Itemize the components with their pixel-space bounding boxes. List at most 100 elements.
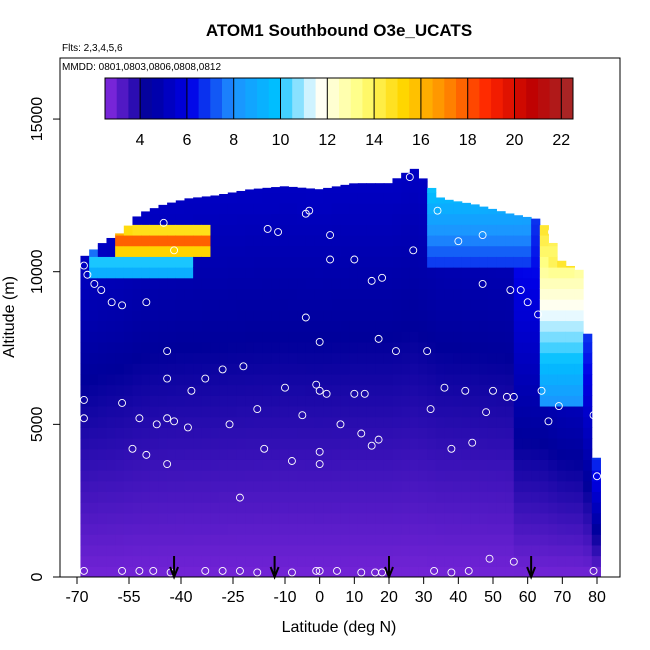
colorbar-segment — [526, 78, 539, 119]
curtain-cell — [453, 544, 463, 557]
curtain-cell — [461, 320, 471, 332]
curtain-cell — [479, 213, 489, 225]
curtain-cell — [323, 523, 333, 535]
curtain-cell — [271, 245, 281, 257]
sample-point — [163, 347, 172, 356]
curtain-cell — [89, 341, 99, 354]
curtain-cell — [262, 203, 272, 215]
curtain-cell — [219, 523, 229, 535]
curtain-cell — [149, 299, 159, 311]
curtain-cell — [158, 480, 168, 493]
curtain-cell — [201, 395, 211, 407]
curtain-cell — [141, 277, 151, 289]
curtain-cell — [331, 491, 341, 503]
curtain-cell — [132, 544, 142, 557]
curtain-cell — [383, 491, 393, 503]
curtain-cell — [201, 277, 211, 289]
curtain-cell — [418, 363, 428, 375]
curtain-cell — [288, 406, 298, 418]
curtain-cell — [548, 245, 558, 257]
curtain-cell — [340, 352, 350, 364]
curtain-cell — [453, 299, 463, 311]
curtain-cell — [565, 534, 575, 546]
curtain-cell — [461, 480, 471, 493]
curtain-cell — [193, 523, 203, 535]
curtain-cell — [106, 352, 116, 364]
curtain-cell — [279, 523, 289, 535]
curtain-cell — [392, 309, 402, 322]
curtain-cell — [427, 235, 437, 247]
x-tick-label: -40 — [169, 589, 192, 606]
sample-point — [391, 347, 400, 356]
colorbar-segment — [233, 78, 246, 119]
colorbar-segment — [444, 78, 457, 119]
curtain-cell — [97, 416, 107, 428]
curtain-cell — [219, 277, 229, 289]
curtain-cell — [331, 235, 341, 247]
curtain-cell — [227, 224, 237, 236]
curtain-cell — [323, 320, 333, 332]
curtain-cell — [461, 406, 471, 418]
sample-point — [149, 566, 158, 575]
curtain-cell — [331, 395, 341, 407]
curtain-cell — [435, 197, 445, 204]
x-tick-label: 70 — [553, 589, 571, 606]
curtain-cell — [158, 448, 168, 460]
curtain-cell — [158, 544, 168, 557]
colorbar-segment — [268, 78, 281, 119]
curtain-cell — [288, 277, 298, 289]
curtain-cell — [175, 277, 185, 289]
curtain-cell — [227, 406, 237, 418]
curtain-cell — [89, 544, 99, 557]
curtain-cell — [505, 245, 515, 257]
curtain-cell — [219, 245, 229, 257]
curtain-cell — [453, 331, 463, 343]
curtain-cell — [470, 566, 480, 577]
sample-point — [235, 566, 244, 575]
curtain-cell — [409, 320, 419, 332]
curtain-cell — [487, 213, 497, 225]
curtain-cell — [236, 267, 246, 279]
curtain-cell — [565, 566, 575, 577]
curtain-cell — [505, 555, 515, 567]
curtain-cell — [271, 448, 281, 460]
sample-point — [357, 429, 366, 438]
curtain-cell — [219, 331, 229, 343]
curtain-cell — [314, 459, 324, 471]
sample-point — [378, 273, 387, 282]
curtain-cell — [591, 544, 601, 557]
curtain-cell — [236, 190, 246, 193]
curtain-cell — [591, 459, 601, 471]
curtain-cell — [236, 224, 246, 236]
curtain-cell — [201, 480, 211, 493]
curtain-cell — [149, 235, 159, 247]
colorbar-segment — [432, 78, 445, 119]
curtain-cell — [487, 438, 497, 450]
curtain-cell — [331, 544, 341, 557]
curtain-cell — [461, 384, 471, 396]
curtain-cell — [288, 245, 298, 257]
curtain-cell — [245, 502, 255, 514]
curtain-cell — [297, 288, 307, 300]
curtain-cell — [496, 502, 506, 514]
curtain-cell — [557, 288, 567, 300]
curtain-cell — [167, 438, 177, 450]
curtain-cell — [297, 299, 307, 311]
curtain-cell — [314, 189, 324, 193]
sample-point — [79, 414, 88, 423]
curtain-cell — [340, 224, 350, 236]
curtain-cell — [583, 459, 593, 471]
curtain-cell — [97, 406, 107, 418]
curtain-cell — [97, 331, 107, 343]
curtain-cell — [453, 277, 463, 289]
sample-point — [447, 568, 456, 577]
curtain-cell — [409, 277, 419, 289]
sample-point — [482, 408, 491, 417]
curtain-cell — [314, 406, 324, 418]
curtain-cell — [349, 480, 359, 493]
curtain-cell — [539, 448, 549, 460]
curtain-cell — [245, 555, 255, 567]
curtain-cell — [89, 534, 99, 546]
curtain-cell — [418, 213, 428, 225]
curtain-cell — [175, 363, 185, 375]
